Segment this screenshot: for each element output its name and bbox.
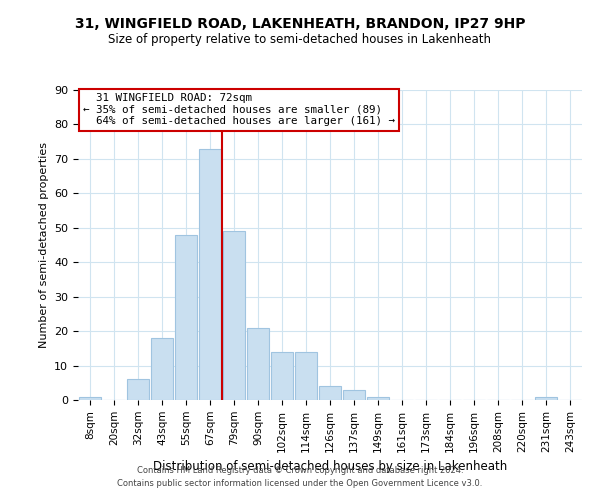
- Bar: [319, 386, 341, 400]
- Y-axis label: Number of semi-detached properties: Number of semi-detached properties: [38, 142, 49, 348]
- Bar: [247, 328, 269, 400]
- Bar: [535, 396, 557, 400]
- Bar: [295, 352, 317, 400]
- Text: Size of property relative to semi-detached houses in Lakenheath: Size of property relative to semi-detach…: [109, 32, 491, 46]
- Text: 31 WINGFIELD ROAD: 72sqm
← 35% of semi-detached houses are smaller (89)
  64% of: 31 WINGFIELD ROAD: 72sqm ← 35% of semi-d…: [83, 93, 395, 126]
- Text: 31, WINGFIELD ROAD, LAKENHEATH, BRANDON, IP27 9HP: 31, WINGFIELD ROAD, LAKENHEATH, BRANDON,…: [75, 18, 525, 32]
- X-axis label: Distribution of semi-detached houses by size in Lakenheath: Distribution of semi-detached houses by …: [153, 460, 507, 473]
- Bar: [271, 352, 293, 400]
- Bar: [79, 396, 101, 400]
- Bar: [367, 396, 389, 400]
- Bar: [151, 338, 173, 400]
- Bar: [223, 231, 245, 400]
- Bar: [127, 380, 149, 400]
- Bar: [343, 390, 365, 400]
- Bar: [175, 234, 197, 400]
- Bar: [199, 148, 221, 400]
- Text: Contains HM Land Registry data © Crown copyright and database right 2024.
Contai: Contains HM Land Registry data © Crown c…: [118, 466, 482, 487]
